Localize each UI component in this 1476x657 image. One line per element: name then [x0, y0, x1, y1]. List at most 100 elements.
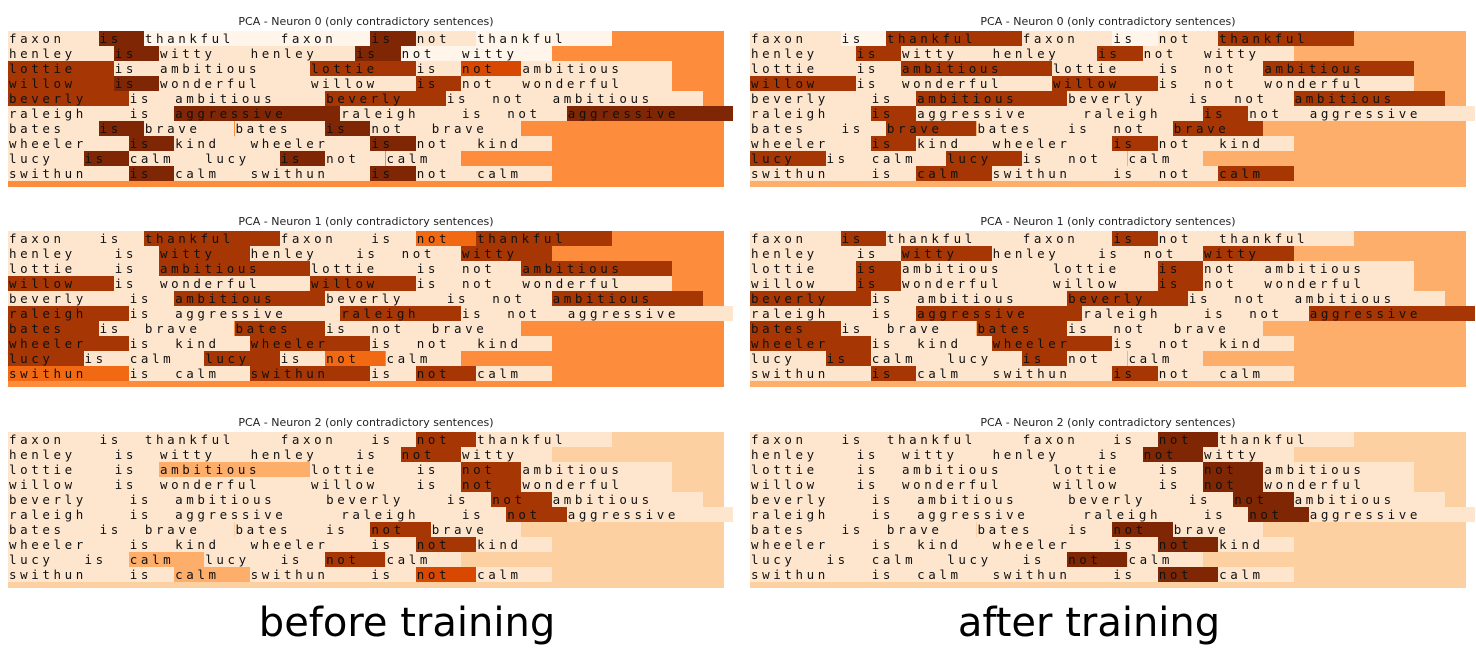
heatmap-cell-is: is — [1112, 336, 1158, 351]
heatmap-cell-not: not — [491, 291, 552, 306]
heatmap-cell-beverly: beverly — [325, 291, 446, 306]
heatmap-cell-not: not — [1233, 91, 1294, 106]
heatmap-cell-witty: witty — [1203, 246, 1294, 261]
heatmap-cell-is: is — [1097, 46, 1143, 61]
heatmap-cell-lottie: lottie — [1052, 261, 1158, 276]
heatmap-cell-ambitious: ambitious — [1263, 261, 1415, 276]
heatmap-row: wheeler is kind wheeler is not kind — [8, 336, 724, 351]
heatmap-cell-is: is — [325, 321, 371, 336]
heatmap-cell-bates: bates — [750, 121, 841, 136]
heatmap-cell-lottie: lottie — [310, 261, 416, 276]
heatmap-cell-thankful: thankful — [476, 432, 612, 447]
heatmap-cell-wheeler: wheeler — [249, 336, 371, 351]
heatmap-cell-brave: brave — [430, 321, 522, 336]
heatmap-cell-swithun: swithun — [249, 567, 371, 582]
heatmap-row: henley is witty henley is not witty — [8, 246, 724, 261]
heatmap-cell-beverly: beverly — [1067, 492, 1188, 507]
heatmap-cell-is: is — [415, 276, 461, 291]
heatmap-cell-is: is — [113, 61, 159, 76]
heatmap-cell-kind: kind — [916, 136, 992, 151]
heatmap-cell-is: is — [870, 91, 917, 106]
heatmap-cell-is: is — [855, 246, 901, 261]
heatmap-cell-is: is — [98, 432, 144, 447]
panel-title: PCA - Neuron 0 (only contradictory sente… — [980, 15, 1236, 28]
heatmap-cell-not: not — [1203, 462, 1264, 477]
heatmap-row: faxon is thankful faxon is not thankful — [750, 231, 1466, 246]
heatmap-cell-is: is — [855, 276, 901, 291]
heatmap-cell-witty: witty — [461, 447, 552, 462]
heatmap-cell-wonderful: wonderful — [521, 276, 673, 291]
heatmap-cell-ambitious: ambitious — [916, 291, 1068, 306]
heatmap-cell-faxon: faxon — [1021, 432, 1113, 447]
heatmap-cell-is: is — [870, 537, 917, 552]
heatmap-cell-is: is — [370, 537, 416, 552]
heatmap-cell-is: is — [370, 567, 416, 582]
heatmap-grid: faxon is thankful faxon is not thankful henley i… — [750, 432, 1475, 588]
heatmap-cell-wonderful: wonderful — [521, 477, 673, 492]
heatmap-cell-is: is — [445, 91, 492, 106]
heatmap-cell-raleigh: raleigh — [1082, 106, 1203, 121]
heatmap-cell-calm: calm — [1218, 567, 1294, 582]
heatmap-panel-0: PCA - Neuron 0 (only contradictory sente… — [0, 15, 733, 190]
heatmap-cell-wheeler: wheeler — [249, 537, 371, 552]
heatmap-cell-swithun: swithun — [750, 366, 871, 381]
heatmap-cell-not: not — [1112, 121, 1173, 136]
heatmap-grid: faxon is thankful faxon is not thankful henley i… — [8, 432, 733, 588]
heatmap-cell-willow: willow — [1052, 276, 1158, 291]
heatmap-cell-kind: kind — [916, 336, 992, 351]
heatmap-row: lottie is ambitious lottie is not ambitious — [8, 462, 724, 477]
heatmap-cell-is: is — [128, 507, 175, 522]
heatmap-row: lucy is calm lucy is not calm — [750, 351, 1466, 366]
heatmap-cell-is: is — [370, 231, 416, 246]
heatmap-panel-1: PCA - Neuron 0 (only contradictory sente… — [742, 15, 1475, 190]
heatmap-cell-calm: calm — [916, 366, 992, 381]
heatmap-cell-is: is — [1157, 276, 1203, 291]
heatmap-panel-3: PCA - Neuron 1 (only contradictory sente… — [742, 215, 1475, 390]
panel-title: PCA - Neuron 1 (only contradictory sente… — [980, 215, 1236, 228]
heatmap-cell-aggressive: aggressive — [1308, 507, 1475, 522]
heatmap-row: raleigh is aggressive raleigh is not aggressiv… — [8, 106, 733, 121]
heatmap-cell-is: is — [113, 46, 159, 61]
heatmap-cell-kind: kind — [476, 136, 552, 151]
heatmap-grid: faxon is thankful faxon is not thankful henley i… — [8, 31, 733, 187]
heatmap-cell-is: is — [1021, 552, 1068, 567]
heatmap-cell-bates: bates — [976, 522, 1068, 537]
heatmap-cell-is: is — [128, 91, 175, 106]
heatmap-cell-brave: brave — [1172, 522, 1264, 537]
heatmap-row: bates is brave bates is not brave — [8, 121, 724, 136]
heatmap-cell-henley: henley — [8, 46, 114, 61]
heatmap-cell-not: not — [400, 246, 461, 261]
heatmap-cell-not: not — [506, 106, 567, 121]
heatmap-cell-beverly: beverly — [750, 91, 871, 106]
heatmap-cell-is: is — [98, 31, 144, 46]
heatmap-cell-bates: bates — [234, 121, 326, 136]
heatmap-cell-calm: calm — [870, 552, 947, 567]
heatmap-cell-not: not — [1157, 567, 1219, 582]
heatmap-cell-not: not — [461, 477, 522, 492]
heatmap-cell-wheeler: wheeler — [8, 136, 129, 151]
heatmap-row: henley is witty henley is not witty — [750, 46, 1466, 61]
heatmap-cell-henley: henley — [249, 447, 356, 462]
heatmap-cell-faxon: faxon — [8, 31, 99, 46]
heatmap-cell-ambitious: ambitious — [551, 291, 703, 306]
heatmap-cell-is: is — [855, 462, 901, 477]
heatmap-row: bates is brave bates is not brave — [8, 321, 724, 336]
heatmap-row: lucy is calm lucy is not calm — [750, 552, 1466, 567]
heatmap-cell-wheeler: wheeler — [991, 336, 1113, 351]
heatmap-cell-is: is — [855, 477, 901, 492]
heatmap-cell-henley: henley — [8, 447, 114, 462]
heatmap-cell-lucy: lucy — [204, 151, 280, 166]
heatmap-cell-brave: brave — [430, 121, 522, 136]
heatmap-cell-aggressive: aggressive — [1308, 106, 1475, 121]
heatmap-row: henley is witty henley is not witty — [750, 246, 1466, 261]
heatmap-row: henley is witty henley is not witty — [8, 46, 724, 61]
heatmap-cell-raleigh: raleigh — [1082, 306, 1203, 321]
heatmap-cell-faxon: faxon — [279, 31, 371, 46]
heatmap-cell-wheeler: wheeler — [750, 136, 871, 151]
heatmap-cell-is: is — [1021, 151, 1068, 166]
heatmap-cell-is: is — [279, 552, 326, 567]
heatmap-cell-is: is — [855, 46, 901, 61]
heatmap-row: raleigh is aggressive raleigh is not aggressiv… — [750, 106, 1475, 121]
heatmap-panel-5: PCA - Neuron 2 (only contradictory sente… — [742, 416, 1475, 591]
heatmap-cell-is: is — [870, 306, 917, 321]
